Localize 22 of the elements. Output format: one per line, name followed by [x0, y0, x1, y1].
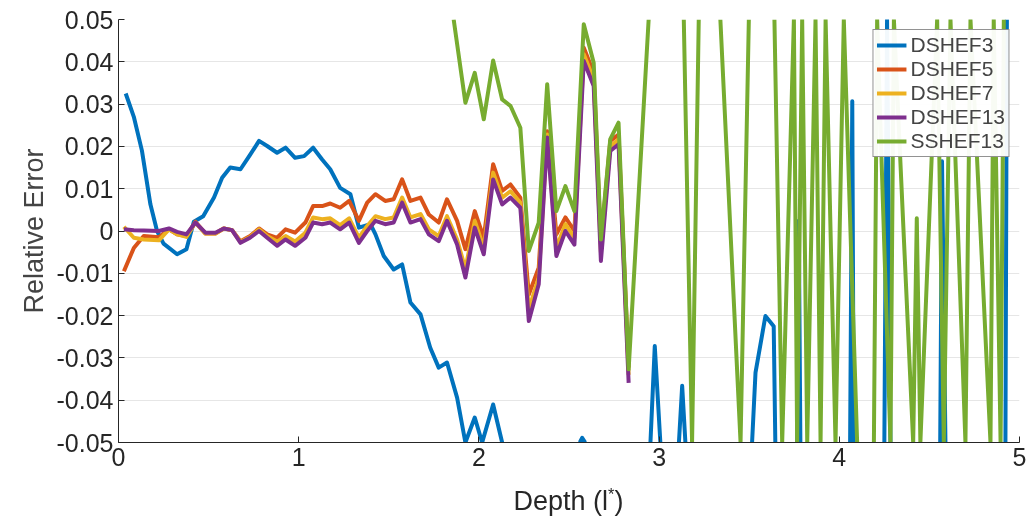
y-tick-label: 0.03: [64, 90, 114, 119]
legend-label: DSHEF5: [910, 57, 994, 81]
x-tick-label: 5: [1012, 442, 1027, 471]
y-tick-label: -0.01: [56, 259, 114, 288]
x-tick-label: 2: [471, 442, 486, 471]
y-axis-title: Relative Error: [18, 148, 49, 314]
legend-label: SSHEF13: [910, 129, 1004, 153]
x-tick-label: 3: [652, 442, 667, 471]
y-tick-label: 0.05: [64, 5, 114, 34]
y-tick-label: 0.04: [64, 47, 114, 76]
y-tick-label: 0.01: [64, 174, 114, 203]
legend-label: DSHEF13: [910, 105, 1005, 129]
x-tick-label: 1: [291, 442, 306, 471]
y-tick-label: -0.04: [56, 386, 114, 415]
y-tick-label: -0.02: [56, 301, 114, 330]
legend-label: DSHEF7: [910, 81, 994, 105]
y-tick-label: 0.02: [64, 132, 114, 161]
x-axis-title: Depth (l$^{*}$): [513, 484, 624, 518]
y-tick-label: 0: [99, 217, 114, 245]
x-tick-label: 4: [832, 442, 847, 471]
legend-label: DSHEF3: [910, 33, 994, 57]
y-tick-label: -0.03: [56, 343, 114, 372]
